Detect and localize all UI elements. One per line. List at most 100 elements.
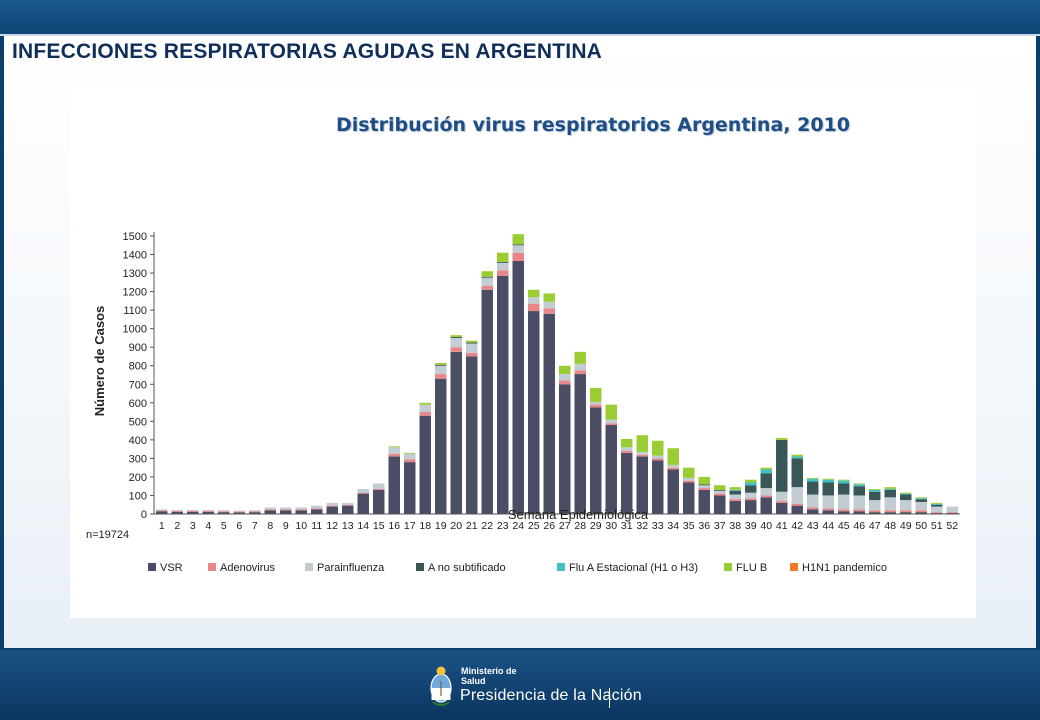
x-tick-label: 44 [822, 520, 834, 532]
bar-segment-week-36-series-3 [698, 484, 710, 486]
bar-segment-week-31-series-2 [621, 447, 633, 451]
bar-segment-week-22-series-3 [481, 276, 493, 278]
legend-label: Parainfluenza [317, 562, 385, 574]
bar-segment-week-31-series-5 [621, 438, 633, 448]
bar-segment-week-27-series-2 [559, 374, 571, 381]
bar-segment-week-28-series-0 [574, 374, 586, 514]
bar-segment-week-38-series-3 [729, 490, 741, 495]
bar-segment-week-50-series-4 [915, 498, 927, 500]
x-tick-label: 3 [190, 520, 196, 532]
bar-segment-week-23-series-1 [497, 270, 509, 276]
bar-segment-week-31-series-0 [621, 452, 633, 514]
bar-segment-week-5-series-0 [218, 512, 230, 514]
x-tick-label: 24 [512, 520, 524, 532]
bar-segment-week-31-series-1 [621, 450, 633, 453]
y-tick-label: 900 [129, 342, 147, 354]
legend-label: H1N1 pandemico [802, 562, 887, 574]
bar-segment-week-41-series-1 [776, 501, 788, 503]
argentina-coat-of-arms-icon [430, 666, 452, 706]
bar-segment-week-49-series-5 [900, 492, 912, 494]
bar-segment-week-10-series-2 [295, 507, 307, 510]
x-tick-label: 13 [342, 520, 354, 532]
x-tick-label: 10 [295, 520, 307, 532]
bar-segment-week-5-series-1 [218, 511, 230, 513]
bar-segment-week-37-series-3 [714, 489, 726, 491]
slide-body: INFECCIONES RESPIRATORIAS AGUDAS EN ARGE… [4, 36, 1036, 648]
bar-segment-week-3-series-2 [187, 509, 199, 511]
bar-segment-week-11-series-2 [311, 505, 323, 509]
bar-segment-week-5-series-2 [218, 510, 230, 512]
bar-segment-week-7-series-0 [249, 512, 261, 514]
bar-segment-week-33-series-1 [652, 458, 664, 461]
bar-segment-week-51-series-1 [931, 512, 943, 514]
bar-segment-week-30-series-1 [605, 423, 617, 426]
bar-segment-week-29-series-1 [590, 404, 602, 408]
bar-segment-week-17-series-5 [404, 452, 416, 454]
chart-svg: 0 100 200 300 400 500 600 700 800 900 1000 1100 1200… [86, 231, 960, 574]
bar-segment-week-24-series-3 [512, 244, 524, 246]
legend: VSR Adenovirus Parainfluenza A no subtifica… [148, 562, 887, 574]
bar-segment-week-37-series-5 [714, 485, 726, 490]
chart-title: Distribución virus respiratorios Argenti… [336, 114, 850, 136]
bar-segment-week-46-series-2 [853, 495, 865, 510]
bar-segment-week-43-series-1 [807, 507, 819, 510]
bar-segment-week-2-series-0 [171, 511, 183, 514]
bar-segment-week-39-series-0 [745, 500, 757, 514]
x-tick-label: 20 [450, 520, 462, 532]
y-tick-label: 1300 [123, 268, 147, 280]
bar-segment-week-47-series-0 [869, 512, 881, 514]
bar-segment-week-42-series-1 [791, 503, 803, 506]
bar-segment-week-44-series-0 [822, 510, 834, 514]
bar-segment-week-34-series-0 [667, 469, 679, 514]
bar-segment-week-12-series-0 [326, 506, 338, 514]
bar-segment-week-22-series-1 [481, 286, 493, 290]
bar-segment-week-1-series-0 [156, 511, 168, 514]
y-tick-label: 800 [129, 361, 147, 373]
bar-segment-week-49-series-0 [900, 512, 912, 514]
bar-segment-week-34-series-1 [667, 467, 679, 470]
bar-segment-week-16-series-0 [388, 456, 400, 514]
bar-segment-week-22-series-2 [481, 277, 493, 287]
x-tick-label: 2 [174, 520, 180, 532]
bar-segment-week-42-series-3 [791, 458, 803, 488]
bar-segment-week-47-series-4 [869, 489, 881, 492]
bar-segment-week-44-series-4 [822, 479, 834, 483]
bar-segment-week-7-series-1 [249, 511, 261, 513]
y-tick-label: 1500 [123, 231, 147, 243]
bar-segment-week-39-series-3 [745, 485, 757, 493]
bar-segment-week-42-series-2 [791, 487, 803, 504]
legend-label: Adenovirus [220, 562, 276, 574]
bar-segment-week-50-series-0 [915, 512, 927, 514]
x-tick-label: 38 [729, 520, 741, 532]
x-tick-label: 39 [745, 520, 757, 532]
x-tick-label: 6 [236, 520, 242, 532]
x-tick-label: 41 [776, 520, 788, 532]
bar-segment-week-21-series-1 [466, 352, 478, 357]
bar-segment-week-40-series-3 [760, 473, 772, 489]
bar-segment-week-12-series-2 [326, 502, 338, 506]
x-tick-label: 40 [760, 520, 772, 532]
bar-segment-week-37-series-1 [714, 493, 726, 496]
bar-segment-week-26-series-1 [543, 308, 555, 314]
bar-segment-week-24-series-1 [512, 252, 524, 262]
bar-segment-week-25-series-0 [528, 311, 540, 514]
x-tick-label: 21 [466, 520, 478, 532]
bar-segment-week-52-series-1 [946, 512, 958, 514]
slide-title: INFECCIONES RESPIRATORIAS AGUDAS EN ARGE… [12, 40, 603, 63]
bar-segment-week-38-series-2 [729, 494, 741, 500]
x-tick-label: 8 [267, 520, 273, 532]
bar-segment-week-3-series-0 [187, 511, 199, 514]
bar-segment-week-6-series-1 [233, 511, 245, 513]
bar-segment-week-14-series-1 [357, 492, 369, 494]
x-tick-label: 31 [621, 520, 633, 532]
bar-segment-week-21-series-2 [466, 343, 478, 353]
bar-segment-week-51-series-5 [931, 502, 943, 504]
legend-label: Flu A Estacional (H1 o H3) [569, 562, 698, 574]
bar-segment-week-21-series-0 [466, 356, 478, 514]
bar-segment-week-45-series-2 [838, 494, 850, 510]
bar-segment-week-40-series-1 [760, 495, 772, 498]
bar-segment-week-46-series-5 [853, 483, 865, 485]
bar-segment-week-47-series-2 [869, 500, 881, 511]
bar-segment-week-28-series-1 [574, 370, 586, 375]
y-axis: 0 100 200 300 400 500 600 700 800 900 1000 1100 1200… [123, 231, 155, 521]
